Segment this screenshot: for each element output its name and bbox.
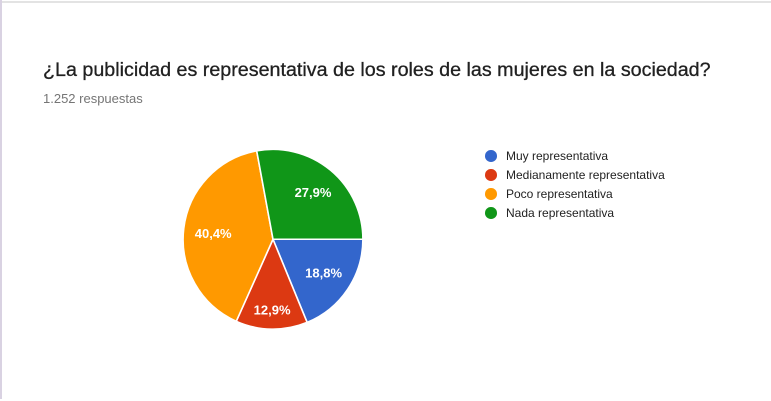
- svg-text:40,4%: 40,4%: [195, 226, 232, 241]
- svg-text:12,9%: 12,9%: [254, 303, 291, 318]
- svg-text:27,9%: 27,9%: [295, 185, 332, 200]
- svg-text:18,8%: 18,8%: [305, 266, 342, 281]
